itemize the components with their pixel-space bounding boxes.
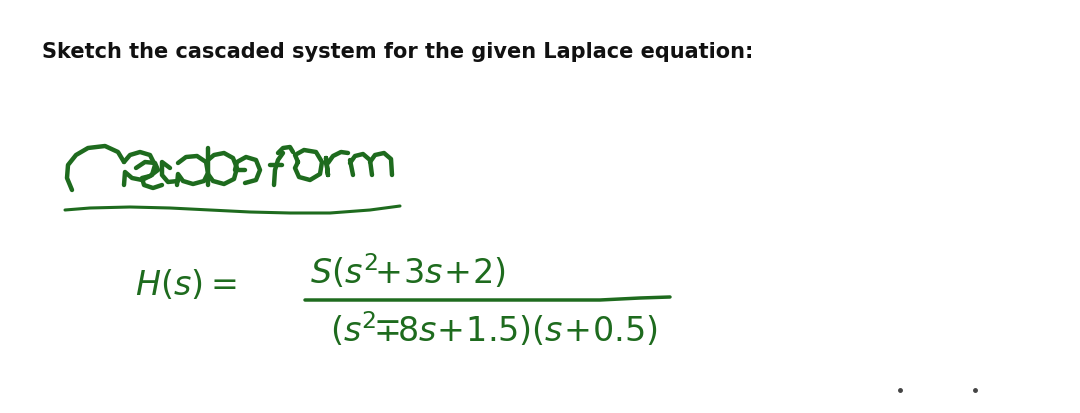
Text: $S(s^2\!\!+\!3s\!+\!2)$: $S(s^2\!\!+\!3s\!+\!2)$ xyxy=(310,253,505,292)
Text: $(s^2\!\!\mp\!\!8s\!+\!1.5)(s\!+\!0.5)$: $(s^2\!\!\mp\!\!8s\!+\!1.5)(s\!+\!0.5)$ xyxy=(330,311,658,349)
Text: Sketch the cascaded system for the given Laplace equation:: Sketch the cascaded system for the given… xyxy=(42,42,754,62)
Text: $H(s) =$: $H(s) =$ xyxy=(135,268,237,302)
